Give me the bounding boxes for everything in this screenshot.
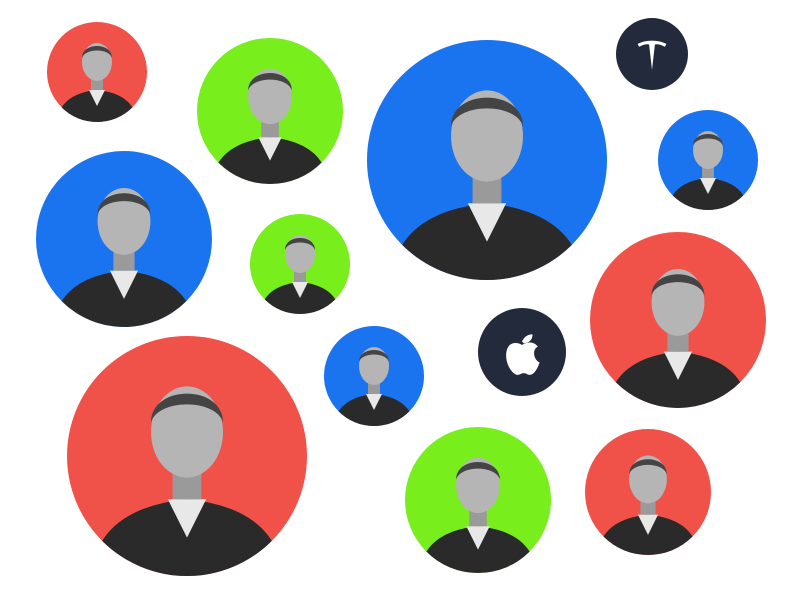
person-portrait-icon [668, 131, 748, 210]
portrait-bubble [590, 232, 766, 408]
portrait-bubble [585, 429, 711, 555]
apple-logo-icon [506, 334, 540, 375]
portrait-bubble [405, 427, 551, 573]
person-portrait-icon [91, 386, 283, 576]
person-portrait-icon [334, 347, 414, 426]
tesla-logo-icon [637, 40, 667, 70]
person-portrait-icon [391, 90, 583, 280]
portrait-bubble [36, 151, 212, 327]
portrait-bubble [658, 110, 758, 210]
person-portrait-icon [419, 457, 537, 573]
portrait-bubble [67, 336, 307, 576]
portrait-bubble [47, 22, 147, 122]
tesla-logo-bubble [616, 18, 688, 90]
apple-logo-bubble [478, 308, 566, 396]
person-portrait-icon [607, 268, 749, 408]
person-portrait-icon [597, 455, 699, 555]
person-portrait-icon [260, 235, 340, 314]
portrait-bubble [197, 38, 343, 184]
person-portrait-icon [53, 187, 195, 327]
portrait-bubble [250, 214, 350, 314]
person-portrait-icon [57, 43, 137, 122]
person-portrait-icon [211, 68, 329, 184]
portrait-bubble [367, 40, 607, 280]
portrait-bubble [324, 326, 424, 426]
